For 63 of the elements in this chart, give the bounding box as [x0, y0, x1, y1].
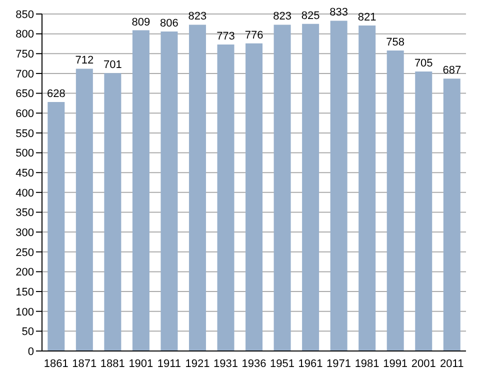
x-tick-label: 2011: [440, 358, 464, 370]
data-label: 773: [216, 30, 235, 43]
bar: [274, 24, 291, 351]
data-label: 776: [244, 29, 264, 42]
bar: [217, 44, 234, 351]
x-tick-label: 1861: [44, 358, 68, 370]
data-label: 825: [301, 10, 320, 22]
data-label: 823: [188, 10, 207, 23]
x-tick-label: 1911: [157, 358, 182, 370]
bar: [48, 102, 65, 351]
bar: [415, 71, 432, 351]
bar: [246, 43, 263, 351]
y-tick-label: 800: [16, 28, 34, 41]
x-tick-label: 2001: [411, 358, 436, 370]
data-label: 806: [160, 17, 178, 30]
x-tick-label: 1901: [128, 358, 154, 370]
data-label: 833: [330, 6, 348, 19]
x-tick-label: 1931: [213, 358, 238, 370]
y-tick-label: 50: [22, 326, 34, 338]
bar: [160, 31, 178, 351]
x-tick-label: 1871: [72, 358, 97, 370]
y-tick-label: 500: [16, 148, 34, 160]
y-tick-label: 150: [16, 286, 34, 298]
bar: [443, 78, 460, 351]
x-tick-label: 1921: [185, 358, 210, 370]
data-label: 809: [132, 16, 150, 28]
bar: [76, 68, 93, 351]
y-tick-label: 250: [16, 246, 34, 259]
y-tick-label: 450: [16, 167, 34, 180]
y-tick-label: 700: [16, 68, 34, 80]
bar: [188, 24, 206, 351]
x-tick-label: 1991: [383, 358, 408, 370]
y-tick-label: 750: [16, 48, 34, 61]
data-label: 712: [75, 54, 94, 67]
y-tick-label: 650: [16, 88, 34, 100]
x-tick-label: 1971: [326, 358, 352, 370]
y-tick-label: 200: [16, 266, 34, 279]
bar: [132, 30, 150, 351]
data-label: 701: [104, 59, 122, 72]
data-label: 687: [442, 64, 462, 77]
y-tick-label: 850: [16, 8, 34, 21]
bar: [330, 20, 348, 351]
x-tick-label: 1881: [100, 358, 125, 370]
bar: [386, 50, 404, 351]
x-tick-label: 1936: [242, 358, 266, 370]
data-label: 705: [414, 57, 433, 70]
data-label: 821: [358, 12, 376, 24]
bar: [302, 24, 320, 351]
y-tick-label: 600: [16, 108, 34, 120]
data-label: 628: [46, 88, 66, 100]
x-tick-label: 1981: [354, 358, 380, 370]
bar: [358, 26, 376, 351]
x-tick-label: 1961: [298, 358, 323, 370]
y-tick-label: 100: [16, 306, 34, 318]
y-tick-label: 350: [16, 207, 34, 220]
data-label: 823: [273, 10, 292, 23]
data-label: 758: [386, 36, 405, 48]
x-tick-label: 1951: [270, 358, 295, 370]
bar: [104, 73, 122, 351]
y-tick-label: 300: [16, 226, 34, 239]
y-tick-label: 550: [16, 128, 34, 140]
y-tick-label: 0: [28, 346, 34, 358]
y-tick-label: 400: [16, 187, 34, 200]
